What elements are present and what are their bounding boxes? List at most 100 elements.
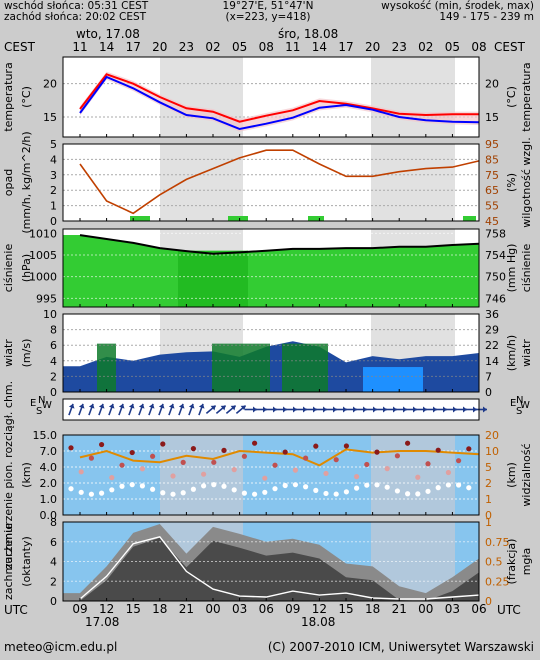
cloud-dot xyxy=(68,445,74,451)
cloud-dot xyxy=(354,485,360,491)
y-tick-label: 4 xyxy=(50,153,57,166)
wind-panel-border xyxy=(62,313,480,393)
cloud-dot xyxy=(323,470,329,477)
top-hour-label: 17 xyxy=(126,40,141,54)
cloud-dot xyxy=(456,458,462,464)
y-tick-label: 65 xyxy=(485,184,499,197)
sunset-text: zachód słońca: 20:02 CEST xyxy=(4,11,147,23)
y-tick-label: 1000 xyxy=(29,271,57,284)
compass-letter-right: W xyxy=(520,400,530,411)
cloud-dot xyxy=(313,487,319,493)
wind-arrow-head xyxy=(158,403,165,409)
wind-gust-band xyxy=(97,343,116,392)
cloud-dot xyxy=(313,443,319,449)
y-tick-label: 1 xyxy=(485,516,492,529)
cloud-dot xyxy=(88,491,94,497)
visibility-unit: (km) xyxy=(505,462,518,488)
bottom-hour-label: 18 xyxy=(365,602,380,616)
cloud-dot xyxy=(119,483,125,489)
cloud-extent-unit: (km) xyxy=(20,462,33,488)
y-tick-label: 2.0 xyxy=(40,477,58,490)
humidity-unit: (%) xyxy=(505,173,518,192)
y-tick-label: 0 xyxy=(485,386,492,399)
wind-arrow-head xyxy=(483,406,487,413)
date1-label: 17.08 xyxy=(85,615,119,629)
night-band xyxy=(371,57,455,137)
footer: meteo@icm.edu.pl (C) 2007-2010 ICM, Uniw… xyxy=(4,640,534,654)
top-hour-label: 14 xyxy=(99,40,114,54)
wind-arrow xyxy=(188,403,195,416)
pressure-panel-border xyxy=(62,228,480,308)
pressure-fill-dark xyxy=(178,250,248,307)
bottom-hour-label: 06 xyxy=(471,602,486,616)
bottom-zone-left: UTC xyxy=(4,603,28,617)
temperature-unit-left: (°C) xyxy=(20,86,33,108)
wind-arrow xyxy=(178,403,185,416)
wind-arrow xyxy=(88,403,95,416)
cloud-dot xyxy=(129,449,135,456)
precip-unit: (mm/h, kg/m^2/h) xyxy=(20,131,33,233)
y-tick-label: 29 xyxy=(485,324,499,337)
cloud-dot xyxy=(252,440,258,446)
cloud-dot xyxy=(333,457,339,463)
cloud-dot xyxy=(78,469,84,475)
cloud-dot xyxy=(272,462,278,468)
bottom-hour-label: 15 xyxy=(126,602,141,616)
wind-arrow xyxy=(128,403,135,416)
y-tick-label: 3 xyxy=(50,169,57,182)
coords-text: 19°27'E, 51°47'N xyxy=(223,0,314,12)
temperature-panel-border xyxy=(62,56,480,138)
cloud-extent-label: zachmurzenie pion. rozciągł. chm. xyxy=(2,381,15,569)
top-hour-label: 11 xyxy=(72,40,87,54)
bottom-hour-label: 06 xyxy=(259,602,274,616)
cloud-dot xyxy=(262,475,268,481)
y-tick-label: 1010 xyxy=(29,227,57,240)
cloud-dot xyxy=(374,449,380,455)
wind-arrow xyxy=(168,403,175,416)
top-hour-label: 02 xyxy=(418,40,433,54)
grid-text: (x=223, y=418) xyxy=(226,11,311,23)
cloud-dot xyxy=(201,471,207,477)
cloud-cover-unit: (oktanty) xyxy=(20,536,33,587)
precip-bar xyxy=(228,216,248,221)
y-tick-label: 0 xyxy=(50,215,57,228)
compass-letter-left: N xyxy=(38,395,45,406)
humidity-panel-border xyxy=(62,143,480,222)
night-band xyxy=(371,144,455,221)
wind-arrow-head xyxy=(128,403,135,409)
cloud-dot xyxy=(292,482,298,488)
cloud-dot xyxy=(68,486,74,492)
cloud-dot xyxy=(170,491,176,497)
cloud-dot xyxy=(425,488,431,494)
wind-arrow-head xyxy=(78,403,85,409)
y-tick-label: 4 xyxy=(50,556,57,569)
top-hour-label: 05 xyxy=(445,40,460,54)
y-tick-label: 20 xyxy=(485,78,499,91)
cloud-dot xyxy=(415,491,421,497)
cloud-dot xyxy=(78,489,84,495)
bottom-hour-label: 21 xyxy=(179,602,194,616)
cloud-dot xyxy=(445,482,451,488)
cloud-dot xyxy=(190,486,196,492)
y-tick-label: 0 xyxy=(50,595,57,608)
y-tick-label: 7.0 xyxy=(40,445,58,458)
cloud-dot xyxy=(160,441,166,447)
temperature-unit-right: (°C) xyxy=(505,86,518,108)
fog-line xyxy=(79,536,480,600)
cloud-dot xyxy=(109,475,115,481)
compass-letter-right: N xyxy=(516,395,523,406)
wind-arrow xyxy=(235,405,247,414)
date2-label: 18.08 xyxy=(301,615,335,629)
wind-arrow xyxy=(148,403,155,416)
bottom-hour-label: 00 xyxy=(418,602,433,616)
bottom-hour-label: 15 xyxy=(338,602,353,616)
y-tick-label: 15 xyxy=(485,111,499,124)
bottom-hour-label: 09 xyxy=(285,602,300,616)
cloud-dot xyxy=(292,467,298,473)
y-tick-label: 758 xyxy=(485,227,506,240)
footer-email[interactable]: meteo@icm.edu.pl xyxy=(4,640,117,654)
y-tick-label: 2 xyxy=(50,184,57,197)
cloud-dot xyxy=(99,490,105,496)
wind-arrow-head xyxy=(240,405,246,411)
